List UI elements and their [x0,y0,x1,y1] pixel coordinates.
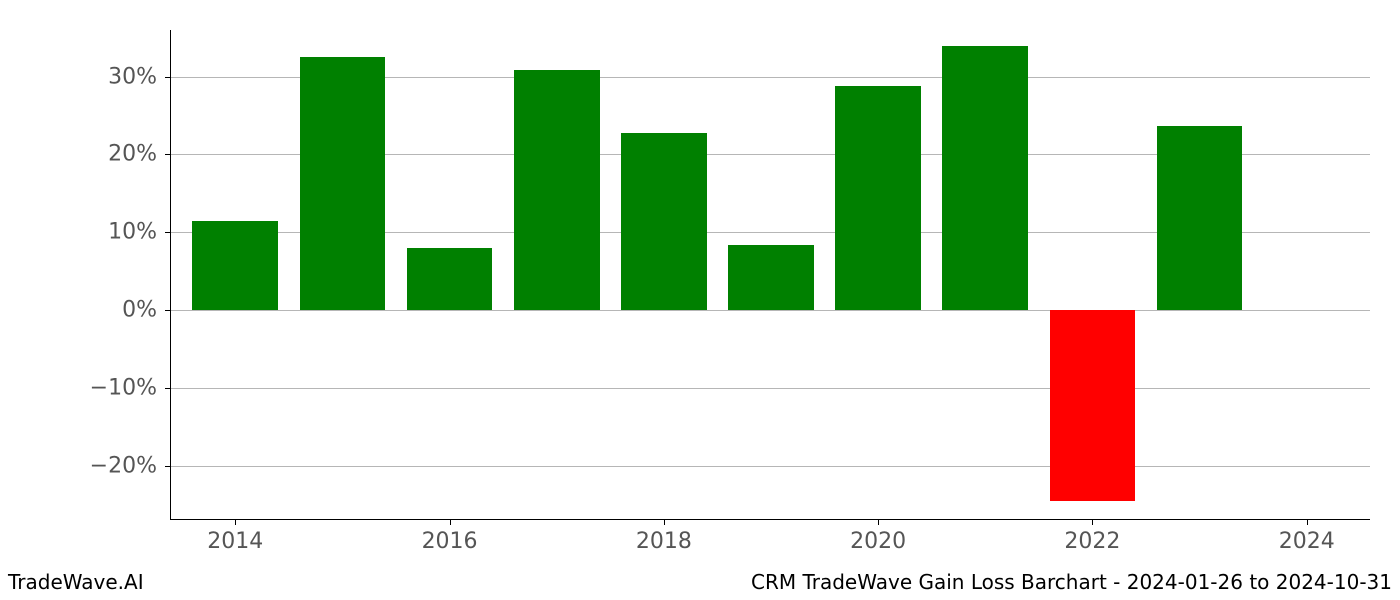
x-tick-mark [450,519,451,525]
bar [300,57,386,310]
x-tick-mark [1092,519,1093,525]
y-tick-label: 20% [108,142,157,167]
bar [514,70,600,310]
bar [1050,310,1136,501]
footer-caption: CRM TradeWave Gain Loss Barchart - 2024-… [751,570,1392,594]
y-tick-label: −10% [90,375,157,400]
bar [835,86,921,310]
y-tick-mark [165,466,171,467]
x-tick-label: 2024 [1279,529,1335,554]
bar [621,133,707,310]
x-tick-mark [1307,519,1308,525]
x-tick-label: 2014 [207,529,263,554]
x-tick-mark [664,519,665,525]
y-gridline [171,466,1370,467]
y-gridline [171,388,1370,389]
y-gridline [171,310,1370,311]
y-tick-label: 10% [108,220,157,245]
bar [1157,126,1243,310]
plot-area: −20%−10%0%10%20%30%201420162018202020222… [170,30,1370,520]
y-tick-label: −20% [90,453,157,478]
bar [942,46,1028,310]
x-tick-label: 2022 [1064,529,1120,554]
y-tick-mark [165,77,171,78]
y-tick-label: 30% [108,64,157,89]
bar [728,245,814,310]
x-tick-mark [878,519,879,525]
y-tick-label: 0% [122,298,157,323]
x-tick-mark [235,519,236,525]
x-tick-label: 2016 [422,529,478,554]
y-tick-mark [165,388,171,389]
bar [192,221,278,310]
y-tick-mark [165,310,171,311]
x-tick-label: 2018 [636,529,692,554]
bar [407,248,493,310]
footer-brand: TradeWave.AI [8,570,144,594]
y-tick-mark [165,154,171,155]
chart-container: −20% −10% 0% 10% 20% 30% 2014 2016 2018 2020 2022 2… [0,0,1400,600]
y-tick-mark [165,232,171,233]
x-tick-label: 2020 [850,529,906,554]
